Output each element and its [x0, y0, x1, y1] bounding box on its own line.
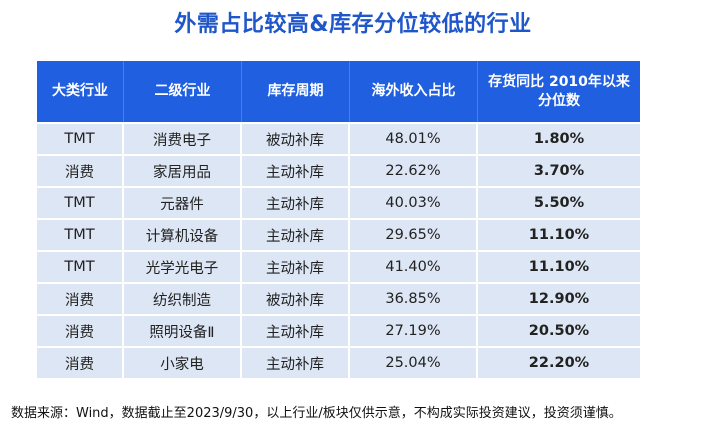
- cell-inventory-cycle: 被动补库: [242, 122, 350, 154]
- header-sub-industry: 二级行业: [124, 61, 242, 122]
- cell-major-industry: TMT: [37, 218, 124, 250]
- cell-inventory-cycle: 被动补库: [242, 282, 350, 314]
- cell-sub-industry: 小家电: [124, 346, 242, 378]
- header-major-industry: 大类行业: [37, 61, 124, 122]
- cell-inventory-cycle: 主动补库: [242, 154, 350, 186]
- cell-major-industry: TMT: [37, 122, 124, 154]
- table-row: 消费 纺织制造 被动补库 36.85% 12.90%: [37, 282, 640, 314]
- data-source-footnote: 数据来源：Wind，数据截止至2023/9/30，以上行业/板块仅供示意，不构成…: [11, 406, 622, 421]
- cell-sub-industry: 家居用品: [124, 154, 242, 186]
- cell-major-industry: TMT: [37, 186, 124, 218]
- cell-inventory-cycle: 主动补库: [242, 186, 350, 218]
- cell-inventory-percentile: 11.10%: [478, 218, 640, 250]
- table-row: TMT 光学光电子 主动补库 41.40% 11.10%: [37, 250, 640, 282]
- cell-sub-industry: 纺织制造: [124, 282, 242, 314]
- table-row: TMT 消费电子 被动补库 48.01% 1.80%: [37, 122, 640, 154]
- cell-overseas-share: 22.62%: [350, 154, 478, 186]
- cell-inventory-cycle: 主动补库: [242, 218, 350, 250]
- cell-major-industry: 消费: [37, 346, 124, 378]
- cell-major-industry: 消费: [37, 282, 124, 314]
- cell-overseas-share: 36.85%: [350, 282, 478, 314]
- industry-table: 大类行业 二级行业 库存周期 海外收入占比 存货同比 2010年以来 分位数 TM…: [37, 61, 640, 378]
- table-row: 消费 家居用品 主动补库 22.62% 3.70%: [37, 154, 640, 186]
- cell-inventory-percentile: 12.90%: [478, 282, 640, 314]
- cell-inventory-percentile: 1.80%: [478, 122, 640, 154]
- cell-overseas-share: 29.65%: [350, 218, 478, 250]
- cell-inventory-percentile: 22.20%: [478, 346, 640, 378]
- cell-overseas-share: 40.03%: [350, 186, 478, 218]
- cell-inventory-cycle: 主动补库: [242, 314, 350, 346]
- header-overseas-revenue-share: 海外收入占比: [350, 61, 478, 122]
- cell-sub-industry: 计算机设备: [124, 218, 242, 250]
- cell-inventory-percentile: 3.70%: [478, 154, 640, 186]
- cell-overseas-share: 48.01%: [350, 122, 478, 154]
- cell-overseas-share: 27.19%: [350, 314, 478, 346]
- cell-sub-industry: 光学光电子: [124, 250, 242, 282]
- cell-major-industry: 消费: [37, 154, 124, 186]
- header-inventory-cycle: 库存周期: [242, 61, 350, 122]
- table-row: 消费 照明设备Ⅱ 主动补库 27.19% 20.50%: [37, 314, 640, 346]
- header-inventory-percentile: 存货同比 2010年以来 分位数: [478, 61, 640, 122]
- cell-major-industry: TMT: [37, 250, 124, 282]
- cell-inventory-percentile: 11.10%: [478, 250, 640, 282]
- cell-inventory-cycle: 主动补库: [242, 346, 350, 378]
- cell-major-industry: 消费: [37, 314, 124, 346]
- cell-overseas-share: 41.40%: [350, 250, 478, 282]
- table-row: TMT 计算机设备 主动补库 29.65% 11.10%: [37, 218, 640, 250]
- cell-inventory-percentile: 5.50%: [478, 186, 640, 218]
- cell-sub-industry: 消费电子: [124, 122, 242, 154]
- table-row: TMT 元器件 主动补库 40.03% 5.50%: [37, 186, 640, 218]
- cell-inventory-percentile: 20.50%: [478, 314, 640, 346]
- cell-sub-industry: 元器件: [124, 186, 242, 218]
- table-row: 消费 小家电 主动补库 25.04% 22.20%: [37, 346, 640, 378]
- table-header-row: 大类行业 二级行业 库存周期 海外收入占比 存货同比 2010年以来 分位数: [37, 61, 640, 122]
- cell-overseas-share: 25.04%: [350, 346, 478, 378]
- page-title: 外需占比较高&库存分位较低的行业: [174, 12, 532, 37]
- cell-inventory-cycle: 主动补库: [242, 250, 350, 282]
- cell-sub-industry: 照明设备Ⅱ: [124, 314, 242, 346]
